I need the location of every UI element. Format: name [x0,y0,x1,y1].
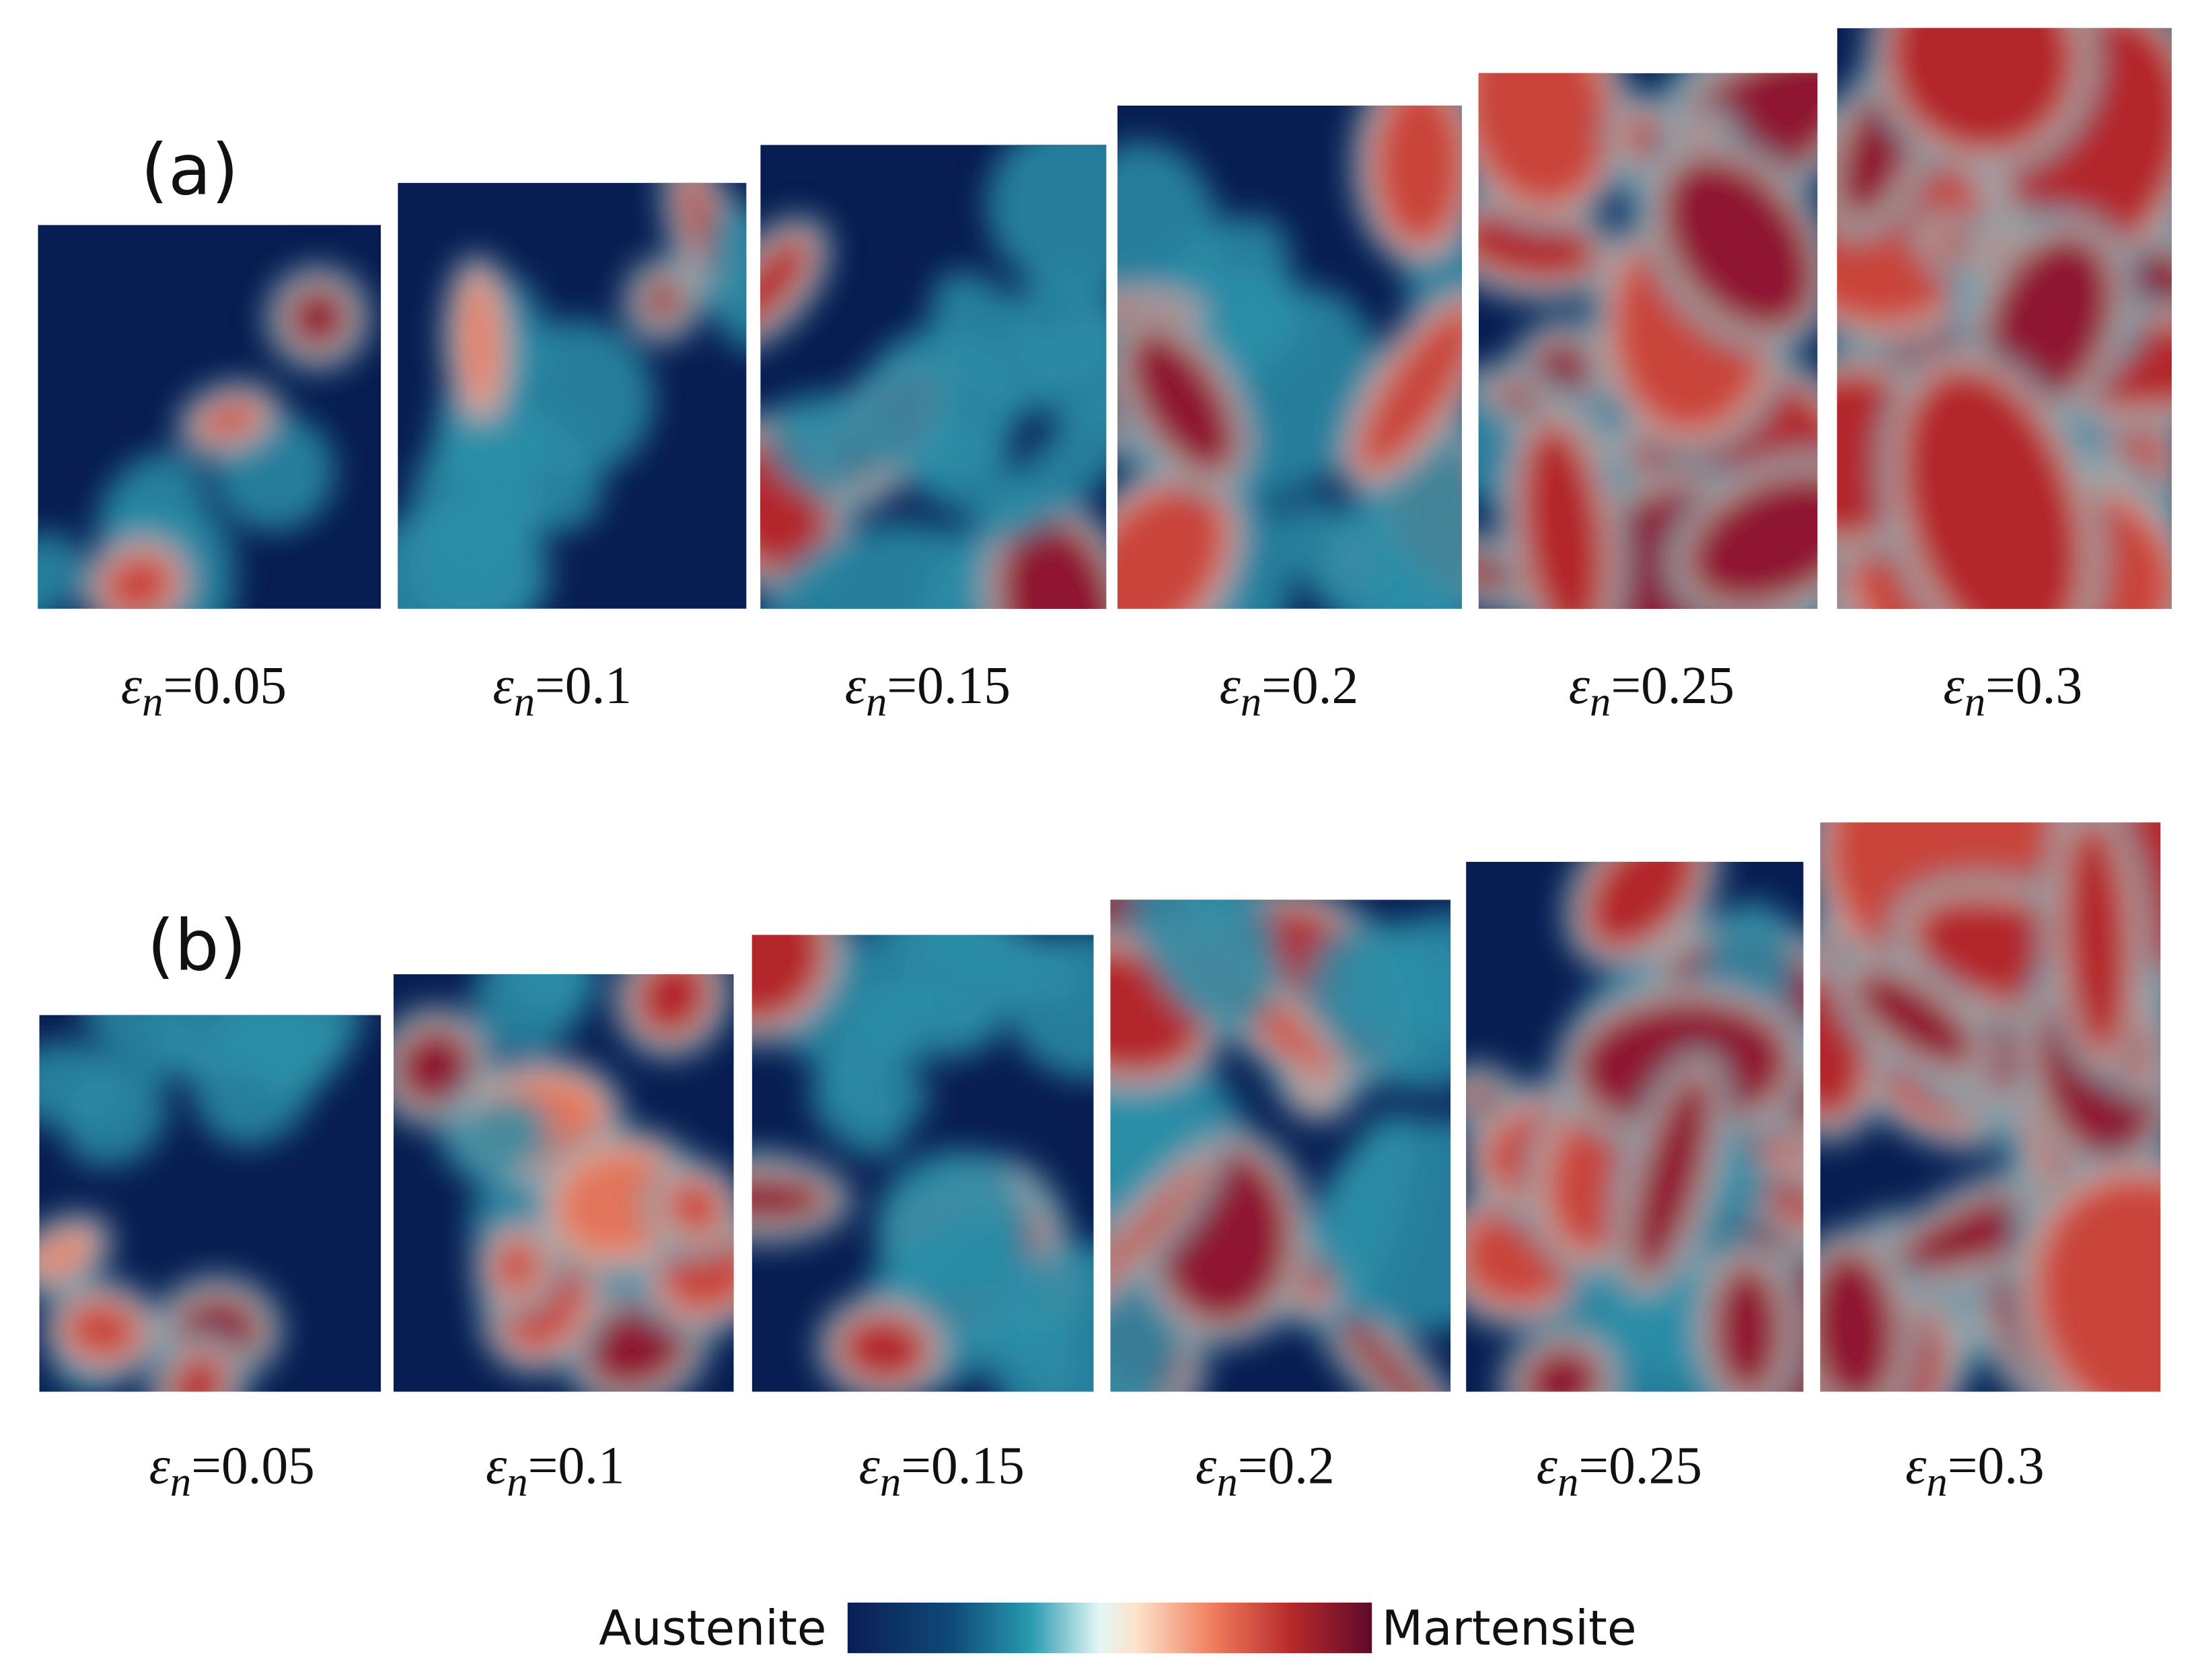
caption-symbol: ε [492,656,514,715]
simulation-frame [39,1015,381,1392]
caption-symbol: ε [1569,656,1590,715]
caption-symbol: ε [1944,656,1965,715]
frame-caption: εn=0.1 [486,1436,625,1505]
simulation-frame [398,182,747,609]
frame-caption: εn=0.05 [149,1436,315,1505]
colorbar-left-label: Austenite [599,1601,826,1656]
caption-symbol: ε [1537,1436,1558,1495]
caption-symbol: ε [859,1436,881,1495]
simulation-frame [760,145,1107,609]
caption-symbol: ε [1220,656,1241,715]
colorbar [847,1602,1372,1654]
panel-label: (a) [141,129,239,211]
simulation-frame [1466,861,1804,1392]
caption-subscript: n [1557,1458,1578,1505]
caption-text: =0.3 [1985,656,2082,715]
caption-subscript: n [1590,678,1611,725]
frame-caption: εn=0.15 [845,656,1011,725]
frame-caption: εn=0.2 [1196,1436,1335,1505]
simulation-frame [1110,900,1451,1392]
caption-subscript: n [1241,678,1261,725]
simulation-frame [38,225,381,609]
caption-text: =0.05 [191,1436,315,1495]
frame-caption: εn=0.05 [121,656,287,725]
caption-subscript: n [1926,1458,1947,1505]
caption-subscript: n [514,678,535,725]
caption-text: =0.05 [163,656,287,715]
caption-symbol: ε [486,1436,507,1495]
simulation-frame [1837,28,2172,609]
caption-subscript: n [1964,678,1985,725]
colorbar-right-label: Martensite [1382,1601,1637,1656]
simulation-frame [1820,822,2161,1392]
simulation-frame [1478,73,1818,609]
caption-symbol: ε [149,1436,171,1495]
frame-caption: εn=0.3 [1905,1436,2045,1505]
simulation-frame [394,974,734,1392]
caption-text: =0.15 [887,656,1011,715]
caption-subscript: n [507,1458,527,1505]
caption-symbol: ε [1196,1436,1217,1495]
caption-text: =0.2 [1261,656,1358,715]
caption-symbol: ε [845,656,867,715]
frame-caption: εn=0.2 [1220,656,1359,725]
caption-text: =0.2 [1238,1436,1335,1495]
caption-subscript: n [880,1458,901,1505]
caption-text: =0.3 [1948,1436,2045,1495]
frame-caption: εn=0.1 [492,656,632,725]
caption-text: =0.25 [1578,1436,1702,1495]
caption-subscript: n [1216,1458,1237,1505]
panel-label: (b) [147,905,247,987]
caption-subscript: n [142,678,163,725]
caption-symbol: ε [1905,1436,1927,1495]
frame-caption: εn=0.25 [1537,1436,1702,1505]
caption-text: =0.25 [1611,656,1734,715]
caption-subscript: n [170,1458,191,1505]
caption-symbol: ε [121,656,143,715]
caption-text: =0.1 [535,656,632,715]
simulation-frame [751,935,1094,1392]
caption-text: =0.15 [901,1436,1025,1495]
caption-subscript: n [866,678,887,725]
caption-text: =0.1 [528,1436,625,1495]
simulation-frame [1117,105,1462,609]
frame-caption: εn=0.25 [1569,656,1734,725]
frame-caption: εn=0.15 [859,1436,1025,1505]
frame-caption: εn=0.3 [1944,656,2083,725]
